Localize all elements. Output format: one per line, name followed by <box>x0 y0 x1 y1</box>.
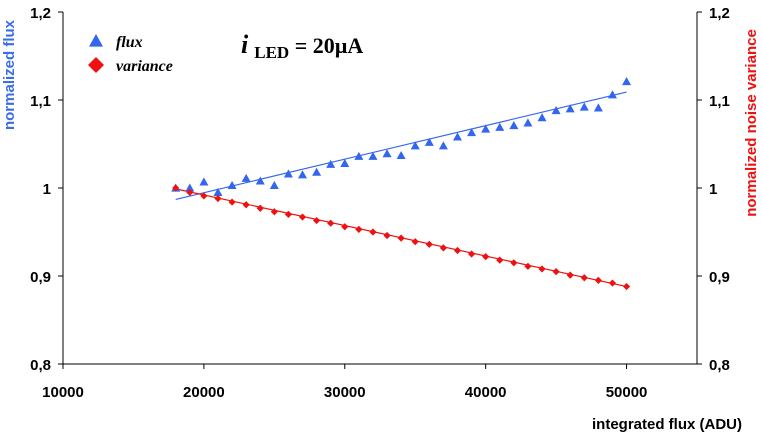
variance-point <box>383 231 391 240</box>
flux-point <box>565 104 575 113</box>
data-points <box>171 77 632 291</box>
tick-labels: 0,8 0,8 0,9 0,9 1 1 1,1 1,1 1,2 1,2 10000 20000 3000… <box>30 5 730 401</box>
flux-point <box>185 183 195 192</box>
variance-point <box>453 246 462 255</box>
x-tick-label: 50000 <box>606 384 648 401</box>
y-tick-label-left: 1,2 <box>30 5 51 22</box>
x-axis-title: integrated flux (ADU) <box>592 416 742 433</box>
flux-point <box>551 106 561 115</box>
flux-point <box>509 121 519 130</box>
y-tick-label-right: 0,8 <box>709 357 730 374</box>
x-tick-label: 10000 <box>42 384 84 401</box>
y-tick-label-right: 1,2 <box>709 5 730 22</box>
y-tick-label-left: 1,1 <box>30 93 51 110</box>
variance-point <box>172 184 180 192</box>
variance-point <box>242 201 250 209</box>
x-tick-label: 30000 <box>324 384 366 401</box>
annotation-current: i LED = 20µA <box>241 30 363 62</box>
variance-point <box>552 268 560 276</box>
variance-point <box>482 253 490 261</box>
flux-point <box>523 118 533 127</box>
flux-point <box>312 167 322 176</box>
variance-point <box>580 274 588 282</box>
variance-point <box>284 210 293 218</box>
flux-point <box>269 180 279 189</box>
flux-point <box>467 128 477 137</box>
flux-point <box>579 102 589 111</box>
legend-variance-marker <box>88 57 104 73</box>
flux-point <box>537 113 547 122</box>
flux-point <box>410 141 420 150</box>
variance-point <box>496 256 504 264</box>
variance-point <box>256 204 264 212</box>
y-axis-title-left: normalized flux <box>1 19 18 130</box>
variance-point <box>369 228 377 236</box>
y-axis-title-right: normalized noise variance <box>743 29 760 217</box>
legend-flux-marker <box>89 34 103 47</box>
flux-point <box>622 77 632 86</box>
variance-point <box>411 238 419 246</box>
annotation-sub: LED <box>254 43 289 62</box>
flux-point <box>340 158 350 167</box>
variance-point <box>622 282 631 291</box>
flux-point <box>396 150 406 160</box>
flux-point <box>199 177 209 186</box>
variance-point <box>200 192 208 200</box>
flux-point <box>452 132 462 141</box>
flux-point <box>354 151 364 160</box>
flux-point <box>241 173 251 182</box>
flux-point <box>213 187 223 196</box>
flux-point <box>283 169 293 178</box>
variance-point <box>341 223 349 231</box>
variance-point <box>270 208 278 216</box>
y-tick-label-left: 0,9 <box>30 269 51 286</box>
variance-point <box>313 216 321 225</box>
flux-fit-line <box>175 91 627 201</box>
legend-flux-label: flux <box>116 34 143 51</box>
flux-point <box>326 159 336 168</box>
variance-point <box>228 198 236 206</box>
flux-point <box>495 122 505 131</box>
variance-point <box>355 225 363 233</box>
variance-point <box>425 240 433 248</box>
variance-point <box>510 259 518 267</box>
annotation-main: i <box>241 30 249 59</box>
variance-point <box>538 265 546 273</box>
flux-point <box>298 170 308 179</box>
legend: flux variance <box>88 34 173 75</box>
flux-point <box>607 90 617 99</box>
y-tick-label-left: 1 <box>43 181 51 198</box>
variance-point <box>608 279 617 287</box>
variance-point <box>186 188 194 196</box>
flux-point <box>593 103 603 112</box>
legend-variance-label: variance <box>116 58 173 75</box>
variance-point <box>524 262 532 270</box>
flux-point <box>424 137 434 146</box>
variance-point <box>214 194 222 203</box>
y-tick-label-right: 1,1 <box>709 93 730 110</box>
axes <box>58 11 702 369</box>
variance-point <box>594 276 602 284</box>
variance-point <box>467 250 476 258</box>
variance-point <box>397 234 405 242</box>
flux-point <box>227 180 237 189</box>
flux-point <box>368 151 378 160</box>
variance-point <box>327 219 335 227</box>
x-tick-label: 20000 <box>183 384 225 401</box>
variance-point <box>439 244 447 252</box>
y-tick-label-right: 1 <box>709 181 717 198</box>
y-tick-label-left: 0,8 <box>30 357 51 374</box>
variance-point <box>298 213 307 221</box>
y-tick-label-right: 0,9 <box>709 269 730 286</box>
x-tick-label: 40000 <box>465 384 507 401</box>
variance-point <box>566 271 574 279</box>
flux-point <box>255 176 265 185</box>
flux-point <box>438 141 448 150</box>
fit-lines <box>175 91 627 288</box>
flux-point <box>481 124 491 133</box>
flux-point <box>382 149 392 158</box>
annotation-rest: = 20µA <box>289 33 363 58</box>
